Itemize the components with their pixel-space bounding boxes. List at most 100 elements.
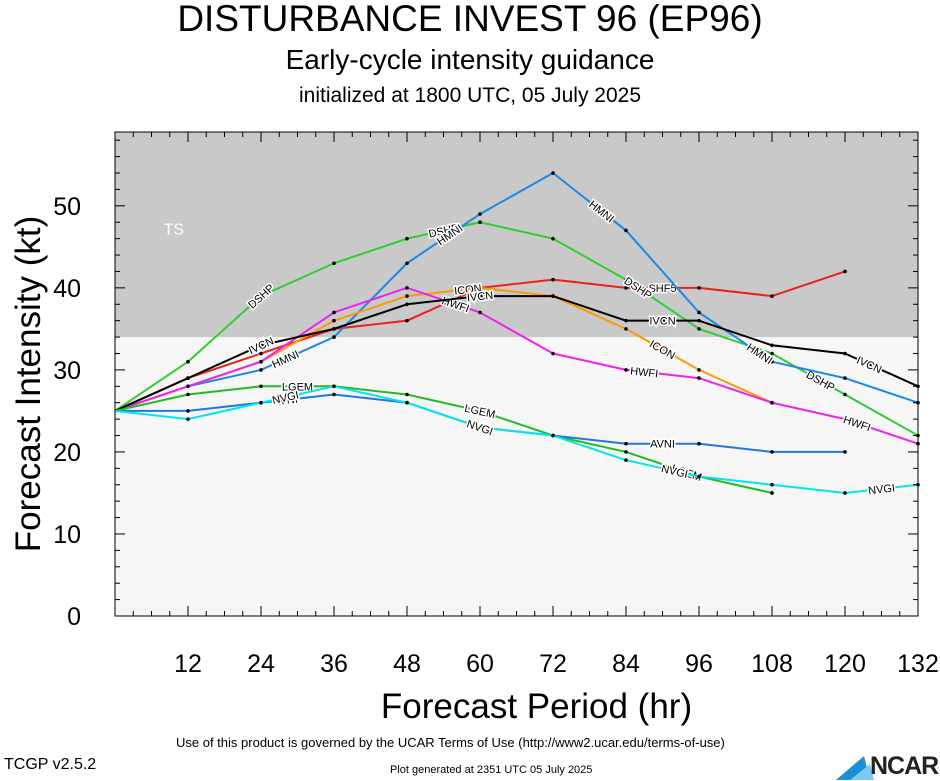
ncar-logo-icon (836, 756, 874, 780)
data-point-avni (697, 441, 701, 446)
data-point-icon (332, 318, 336, 323)
data-point-shf5 (770, 294, 774, 298)
data-point-ivcn (478, 294, 482, 298)
data-point-dshp (259, 294, 263, 298)
data-point-hmni (551, 171, 555, 175)
y-tick-label: 20 (53, 439, 81, 467)
generated-timestamp: Plot generated at 2351 UTC 05 July 2025 (390, 764, 593, 776)
data-point-nvgi (405, 400, 409, 405)
data-point-hmni (405, 261, 409, 266)
series-label-icon: ICON (454, 283, 483, 298)
data-point-icon (478, 286, 482, 290)
data-point-nvgi (478, 425, 482, 430)
series-label-ivcn: IVCN (466, 290, 494, 305)
series-line-dshp (114, 221, 919, 437)
data-point-shf5 (843, 269, 847, 274)
series-label-ivcn: IVCN (649, 316, 675, 328)
data-point-hwfi (478, 310, 482, 315)
chart-title: DISTURBANCE INVEST 96 (EP96) (177, 0, 763, 39)
x-tick-label: 96 (685, 650, 713, 678)
series-label-lgem: LGEM (282, 381, 313, 393)
data-point-dshp (186, 359, 190, 364)
data-point-lgem (405, 392, 409, 397)
data-point-hmni (843, 376, 847, 380)
data-point-hmni (697, 310, 701, 315)
data-point-dshp (843, 392, 847, 397)
data-point-hmni (478, 212, 482, 216)
data-point-shf5 (551, 277, 555, 282)
x-tick-label: 60 (466, 650, 494, 678)
series-line-nvgi (114, 385, 919, 494)
y-tick-label: 50 (53, 193, 81, 221)
data-point-dshp (332, 261, 336, 266)
x-tick-label: 108 (751, 650, 793, 678)
data-point-shf5 (405, 318, 409, 323)
x-tick-label: 12 (174, 650, 202, 678)
version-label: TCGP v2.5.2 (4, 756, 97, 773)
data-point-ivcn (259, 343, 263, 348)
data-point-hmni (624, 228, 628, 233)
y-tick-label: 10 (53, 521, 81, 549)
data-point-lgem (259, 384, 263, 389)
data-point-dshp (551, 236, 555, 241)
data-point-dshp (770, 351, 774, 356)
x-tick-label: 72 (539, 650, 567, 678)
data-point-dshp (624, 277, 628, 282)
data-point-lgem (478, 409, 482, 413)
data-point-nvgi (551, 433, 555, 438)
data-point-avni (332, 392, 336, 397)
data-point-dshp (478, 220, 482, 225)
data-point-hwfi (186, 384, 190, 389)
data-point-nvgi (843, 491, 847, 495)
series-line-lgem (114, 385, 773, 494)
y-tick-label: 30 (53, 357, 81, 385)
data-point-hwfi (405, 286, 409, 290)
data-point-nvgi (259, 400, 263, 405)
x-axis-title: Forecast Period (hr) (381, 687, 692, 726)
data-point-nvgi (770, 482, 774, 487)
data-point-hmni (770, 359, 774, 364)
data-point-shf5 (259, 351, 263, 356)
data-point-ivcn (405, 302, 409, 307)
data-point-hwfi (332, 310, 336, 315)
data-point-nvgi (697, 474, 701, 479)
data-point-avni (624, 441, 628, 446)
data-point-ivcn (186, 376, 190, 380)
data-point-hmni (332, 335, 336, 339)
data-point-ivcn (551, 294, 555, 298)
data-point-hwfi (624, 368, 628, 372)
x-tick-label: 84 (612, 650, 640, 678)
data-point-hmni (259, 368, 263, 372)
tropical-storm-band (115, 132, 918, 338)
init-time: initialized at 1800 UTC, 05 July 2025 (298, 84, 642, 107)
series-label-hwfi: HWFI (629, 365, 658, 380)
series-line-hwfi (114, 286, 919, 445)
data-point-nvgi (624, 458, 628, 462)
data-point-nvgi (186, 417, 190, 421)
data-point-avni (186, 409, 190, 413)
series-label-shf5: SHF5 (648, 283, 676, 295)
data-point-lgem (186, 392, 190, 397)
data-point-avni (770, 450, 774, 454)
y-tick-label: 0 (67, 603, 81, 631)
data-point-avni (843, 450, 847, 454)
data-point-icon (624, 327, 628, 331)
ts-label: TS (164, 222, 184, 239)
data-point-hwfi (770, 400, 774, 405)
terms-of-use-note: Use of this product is governed by the U… (176, 735, 725, 750)
data-point-shf5 (697, 286, 701, 290)
data-point-shf5 (624, 286, 628, 290)
data-point-lgem (624, 450, 628, 454)
data-point-lgem (770, 491, 774, 495)
data-point-icon (405, 294, 409, 298)
data-point-icon (697, 368, 701, 372)
data-point-ivcn (697, 318, 701, 323)
x-tick-label: 48 (393, 650, 421, 678)
ncar-logo-text: NCAR (870, 752, 939, 780)
x-tick-label: 132 (897, 650, 939, 678)
data-point-ivcn (624, 318, 628, 323)
data-point-ivcn (332, 327, 336, 331)
data-point-nvgi (332, 384, 336, 389)
data-point-hwfi (259, 359, 263, 364)
